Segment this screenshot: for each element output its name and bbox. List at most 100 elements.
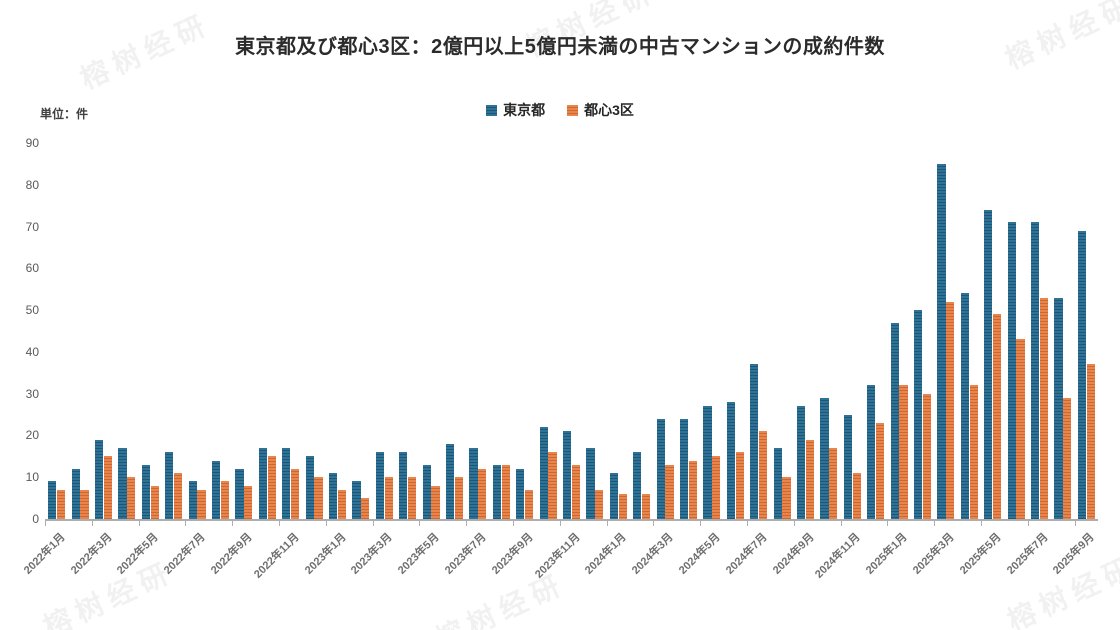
bar-tokyo-2022年9月 [235,468,244,519]
x-axis-tick [466,521,468,526]
bar-tokyo-2024年4月 [680,418,689,519]
x-axis-tick [1027,521,1029,526]
bar-tokyo-2022年7月 [188,481,197,519]
bar-toshin3ku-2023年7月 [478,468,487,519]
bar-toshin3ku-2024年7月 [759,431,768,519]
x-axis-tick [232,521,234,526]
x-axis-tick-label: 2022年7月 [162,531,208,577]
bar-toshin3ku-2024年3月 [665,464,674,519]
x-axis-tick [559,521,561,526]
bar-toshin3ku-2024年1月 [618,493,627,519]
y-axis-tick-label: 30 [25,386,39,401]
x-axis-tick-label: 2024年9月 [770,531,817,577]
x-axis-tick-label: 2025年7月 [1004,531,1051,577]
bar-toshin3ku-2023年6月 [454,477,463,519]
x-axis-tick [185,521,187,526]
bar-toshin3ku-2025年7月 [1039,297,1048,519]
x-axis-tick-label: 2023年3月 [349,531,395,577]
legend-label-tokyo: 東京都 [503,102,546,118]
x-axis-tick [325,521,327,526]
bar-toshin3ku-2025年4月 [969,385,978,519]
bar-tokyo-2024年3月 [656,418,665,519]
x-axis-tick-label: 2023年11月 [532,531,583,581]
bar-tokyo-2023年4月 [399,452,408,519]
y-axis-tick-label: 70 [25,219,39,234]
bar-tokyo-2023年9月 [516,468,525,519]
bar-toshin3ku-2024年12月 [876,422,885,519]
bar-toshin3ku-2022年5月 [150,485,159,519]
x-axis-tick-label: 2024年3月 [630,531,676,577]
x-axis-tick [747,521,748,526]
x-axis-tick-label: 2022年9月 [208,531,255,577]
bar-tokyo-2022年11月 [282,447,291,519]
bar-tokyo-2024年5月 [703,406,712,519]
x-axis-tick-label: 2025年1月 [864,531,910,577]
bar-tokyo-2025年9月 [1077,230,1086,519]
bar-toshin3ku-2025年8月 [1063,397,1072,519]
bar-toshin3ku-2022年3月 [103,456,112,519]
bar-tokyo-2025年6月 [1007,222,1016,519]
bar-toshin3ku-2022年10月 [267,456,276,519]
bar-tokyo-2023年10月 [539,427,548,519]
bar-tokyo-2022年1月 [48,481,57,519]
bar-toshin3ku-2024年5月 [712,456,721,519]
bar-toshin3ku-2022年7月 [197,489,206,519]
x-axis-tick-label: 2024年11月 [813,531,863,581]
bar-tokyo-2025年1月 [890,322,899,519]
bar-toshin3ku-2024年4月 [688,460,697,519]
x-axis-tick-label: 2023年7月 [442,531,489,577]
x-axis-tick [419,521,421,526]
bar-toshin3ku-2025年2月 [922,393,931,519]
bar-tokyo-2025年3月 [937,163,946,519]
bar-tokyo-2023年5月 [422,464,431,519]
bar-toshin3ku-2023年3月 [384,477,393,519]
bar-tokyo-2022年10月 [258,447,267,519]
bar-toshin3ku-2024年10月 [829,447,838,519]
x-axis-tick-label: 2023年5月 [396,531,442,577]
legend: 東京都 都心3区 [0,100,1120,120]
bar-tokyo-2023年6月 [446,443,455,519]
x-axis-tick-label: 2024年5月 [676,531,723,577]
bar-tokyo-2025年4月 [960,293,969,519]
bar-tokyo-2023年12月 [586,447,595,519]
x-axis-tick-label: 2022年11月 [251,531,302,581]
legend-marker-tokyo [486,104,498,116]
legend-item-tokyo: 東京都 [486,100,545,120]
bar-toshin3ku-2022年2月 [80,489,89,519]
bar-toshin3ku-2024年9月 [805,439,814,519]
x-axis-tick [700,521,702,526]
bar-tokyo-2024年2月 [633,452,642,519]
bar-toshin3ku-2022年6月 [174,473,183,519]
bar-tokyo-2022年12月 [305,456,314,519]
y-axis-tick-label: 90 [25,136,39,150]
bar-tokyo-2024年7月 [750,364,759,519]
bar-toshin3ku-2023年4月 [408,477,417,519]
x-axis-tick [513,521,514,526]
bar-tokyo-2024年12月 [867,385,876,519]
x-axis-tick-label: 2023年1月 [302,531,349,577]
x-axis-tick [887,521,889,526]
bar-toshin3ku-2024年8月 [782,477,791,519]
bar-tokyo-2025年2月 [914,310,923,519]
x-axis-tick [91,521,93,526]
y-axis-tick-label: 10 [25,470,39,485]
bar-toshin3ku-2023年2月 [361,498,370,519]
bar-tokyo-2022年4月 [118,447,127,519]
x-axis-tick [981,521,982,526]
bar-toshin3ku-2022年1月 [57,489,66,519]
bar-toshin3ku-2023年10月 [548,452,557,519]
bar-tokyo-2024年8月 [773,447,782,519]
bar-tokyo-2023年3月 [375,452,384,519]
x-axis-tick-label: 2025年3月 [910,531,957,577]
x-axis-tick [606,521,608,526]
bar-tokyo-2023年2月 [352,481,361,519]
bar-toshin3ku-2024年6月 [735,452,744,519]
bar-tokyo-2023年1月 [329,473,338,519]
legend-label-toshin3ku: 都心3区 [584,102,634,118]
x-axis-tick [279,521,280,526]
x-axis-tick [138,521,140,526]
bar-toshin3ku-2024年11月 [852,473,861,519]
x-axis-tick [653,521,655,526]
y-axis-tick-label: 50 [25,303,39,318]
bar-toshin3ku-2022年11月 [291,468,300,519]
